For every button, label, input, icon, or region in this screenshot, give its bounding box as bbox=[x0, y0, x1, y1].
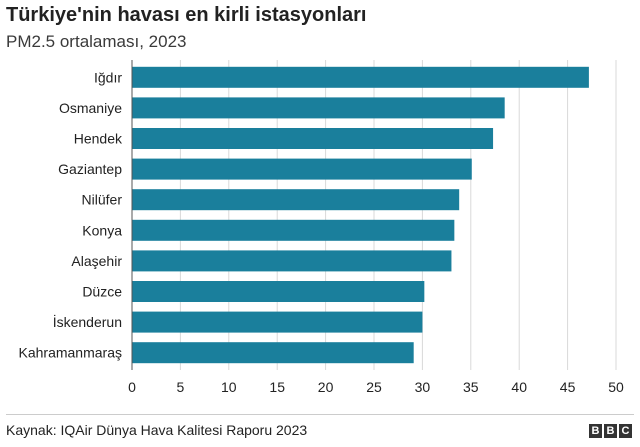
x-tick-label-0: 0 bbox=[128, 379, 136, 395]
bar-3 bbox=[132, 158, 472, 180]
footer-divider bbox=[6, 414, 634, 415]
category-label-3: Gaziantep bbox=[58, 161, 122, 177]
x-tick-label-45: 45 bbox=[560, 379, 576, 395]
bar-0 bbox=[132, 66, 589, 88]
x-tick-label-30: 30 bbox=[415, 379, 431, 395]
x-tick-label-35: 35 bbox=[463, 379, 479, 395]
x-tick-label-50: 50 bbox=[608, 379, 624, 395]
category-label-4: Nilüfer bbox=[82, 192, 123, 208]
bar-1 bbox=[132, 97, 505, 119]
bar-6 bbox=[132, 250, 452, 272]
x-tick-label-10: 10 bbox=[221, 379, 237, 395]
bar-chart: 0 5 10 15 20 25 30 35 40 45 50 Iğdır Osmaniye Hendek G… bbox=[19, 60, 624, 395]
bar-5 bbox=[132, 219, 455, 241]
category-label-0: Iğdır bbox=[94, 69, 122, 85]
x-tick-label-20: 20 bbox=[318, 379, 334, 395]
category-label-6: Alaşehir bbox=[71, 253, 122, 269]
chart-subtitle: PM2.5 ortalaması, 2023 bbox=[6, 32, 187, 51]
category-label-8: İskenderun bbox=[53, 313, 122, 330]
x-tick-label-5: 5 bbox=[177, 379, 185, 395]
category-label-9: Kahramanmaraş bbox=[19, 345, 123, 361]
bar-7 bbox=[132, 281, 425, 302]
category-label-1: Osmaniye bbox=[59, 100, 122, 116]
x-tick-label-15: 15 bbox=[269, 379, 285, 395]
category-label-2: Hendek bbox=[74, 131, 123, 147]
category-label-7: Düzce bbox=[82, 284, 122, 300]
source-note: Kaynak: IQAir Dünya Hava Kalitesi Raporu… bbox=[6, 422, 308, 438]
bar-4 bbox=[132, 189, 460, 211]
bar-9 bbox=[132, 342, 414, 364]
x-tick-label-40: 40 bbox=[511, 379, 527, 395]
logo-letter-c: C bbox=[619, 424, 632, 438]
bar-2 bbox=[132, 128, 494, 149]
bar-8 bbox=[132, 311, 423, 333]
logo-letter-b2: B bbox=[604, 424, 617, 438]
bbc-logo: B B C bbox=[589, 424, 632, 438]
category-label-5: Konya bbox=[82, 222, 122, 238]
chart-title: Türkiye'nin havası en kirli istasyonları bbox=[6, 4, 367, 26]
x-tick-label-25: 25 bbox=[366, 379, 382, 395]
logo-letter-b1: B bbox=[589, 424, 602, 438]
